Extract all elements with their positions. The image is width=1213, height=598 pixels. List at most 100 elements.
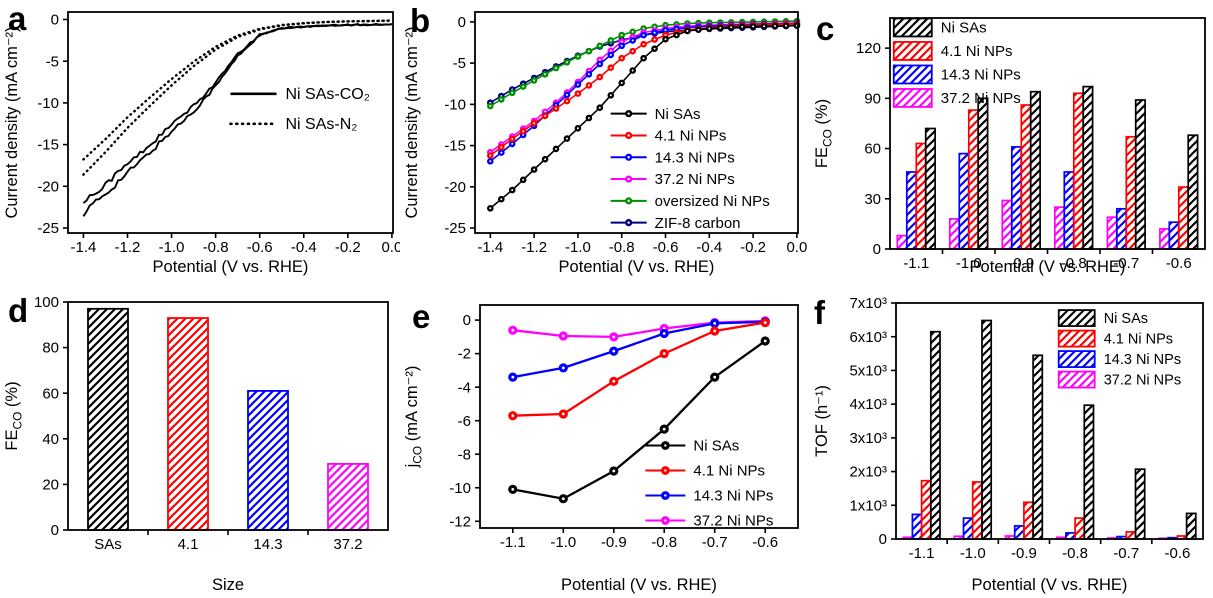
svg-text:Potential (V vs. RHE): Potential (V vs. RHE) [972,576,1128,594]
legend: Ni SAs 4.1 Ni NPs 14.3 Ni NPs 37.2 Ni NPs [1057,309,1181,389]
svg-text:-15: -15 [37,137,59,154]
legend: Ni SAs 4.1 Ni NPs 14.3 Ni NPs 37.2 Ni NPs [892,17,1021,108]
svg-text:-1.0: -1.0 [550,534,576,551]
svg-text:4.1 Ni NPs: 4.1 Ni NPs [941,43,1013,60]
svg-text:FECO (%): FECO (%) [3,381,25,450]
svg-text:-1.1: -1.1 [500,534,526,551]
panel-label-b: b [410,2,431,39]
series [82,19,394,217]
svg-text:14.3 Ni NPs: 14.3 Ni NPs [693,488,773,505]
svg-text:-0.9: -0.9 [1011,545,1037,562]
svg-text:-0.6: -0.6 [247,239,273,256]
panel-c-feco-bar-chart: 0 30 60 90 120 -1.1 -1.0 -0.9 -0.8 -0.7 -0.6 Potent… [813,17,1206,276]
panel-e-jco-chart: 0 -2 -4 -6 -8 -10 -12 -1.1 -1.0 -0.9 -0.8 -0.7 -0.6 P… [403,304,799,594]
svg-text:0: 0 [51,12,59,29]
axes: 0 30 60 90 120 -1.1 -1.0 -0.9 -0.8 -0.7 -0.6 Potent… [813,40,1192,276]
series [896,85,1199,250]
svg-text:-20: -20 [37,178,59,195]
svg-text:-10: -10 [449,480,471,497]
svg-text:-10: -10 [37,95,59,112]
svg-text:2x10³: 2x10³ [849,464,887,481]
svg-text:-10: -10 [444,96,466,113]
svg-text:14.3 Ni NPs: 14.3 Ni NPs [655,149,735,166]
svg-text:FECO (%): FECO (%) [813,99,835,168]
svg-text:4x10³: 4x10³ [849,396,887,413]
svg-text:80: 80 [42,340,59,357]
panel-label-c: c [816,10,835,47]
svg-text:ZIF-8 carbon: ZIF-8 carbon [655,215,741,232]
svg-text:-6: -6 [458,413,471,430]
axes: 0 1x10³ 2x10³ 3x10³ 4x10³ 5x10³ 6x10³ 7x10³ -1.1… [813,295,1190,594]
axes: 0 -2 -4 -6 -8 -10 -12 -1.1 -1.0 -0.9 -0.8 -0.7 -0.6 P… [403,312,778,594]
svg-text:30: 30 [864,191,881,208]
svg-text:-1.2: -1.2 [115,239,141,256]
series [487,17,801,212]
svg-text:-0.6: -0.6 [653,239,679,256]
svg-text:37.2 Ni NPs: 37.2 Ni NPs [693,513,773,530]
svg-text:-1.0: -1.0 [960,545,986,562]
svg-text:-1.4: -1.4 [70,239,96,256]
svg-text:4.1 Ni NPs: 4.1 Ni NPs [1104,332,1173,348]
svg-text:1x10³: 1x10³ [849,497,887,514]
svg-text:-1.1: -1.1 [909,545,935,562]
svg-text:-0.8: -0.8 [609,239,635,256]
svg-text:0.0: 0.0 [786,239,807,256]
svg-text:TOF (h⁻¹): TOF (h⁻¹) [813,385,831,457]
svg-text:oversized Ni NPs: oversized Ni NPs [655,193,770,210]
svg-text:Ni SAs-CO₂: Ni SAs-CO₂ [286,86,370,103]
axes: 0 -5 -10 -15 -20 -25 -1.4 -1.2 -1.0 -0.8 -0.6 -0.4 -… [3,12,400,276]
legend: Ni SAs-CO₂ Ni SAs-N₂ [229,86,370,133]
svg-text:-0.6: -0.6 [1164,545,1190,562]
svg-text:-0.4: -0.4 [291,239,317,256]
svg-text:60: 60 [42,385,59,402]
svg-text:-0.4: -0.4 [696,239,722,256]
svg-text:-5: -5 [453,55,466,72]
panel-b-lsv-chart: 0 -5 -10 -15 -20 -25 -1.4 -1.2 -1.0 -0.8 -0.6 -0.4 -… [403,11,807,276]
axes: 0 20 40 60 80 100 SAs 4.1 14.3 37.2 Size FECO (%) [3,294,363,594]
svg-text:40: 40 [42,431,59,448]
svg-text:37.2 Ni NPs: 37.2 Ni NPs [655,171,735,188]
panel-label-f: f [814,294,825,331]
svg-text:-0.6: -0.6 [1166,255,1192,272]
svg-text:-1.0: -1.0 [956,255,982,272]
svg-text:60: 60 [864,141,881,158]
svg-text:-15: -15 [444,138,466,155]
svg-text:Current density (mA cm⁻²): Current density (mA cm⁻²) [403,26,421,218]
panel-d-feco-size-bar-chart: 0 20 40 60 80 100 SAs 4.1 14.3 37.2 Size FECO (%) [3,294,389,594]
svg-text:-0.9: -0.9 [601,534,627,551]
panel-label-a: a [8,0,27,37]
panel-label-d: d [8,292,29,329]
svg-text:6x10³: 6x10³ [849,329,887,346]
svg-text:-20: -20 [444,179,466,196]
svg-text:0: 0 [458,14,466,31]
svg-text:-1.2: -1.2 [521,239,547,256]
svg-text:0: 0 [879,531,887,548]
svg-text:-0.7: -0.7 [1113,255,1139,272]
legend: Ni SAs 4.1 Ni NPs 14.3 Ni NPs 37.2 Ni NPs ov… [610,106,770,232]
svg-text:-1.0: -1.0 [159,239,185,256]
svg-text:Ni SAs: Ni SAs [1104,311,1148,327]
svg-text:SAs: SAs [94,536,122,553]
svg-text:-0.8: -0.8 [203,239,229,256]
svg-text:Ni SAs: Ni SAs [655,106,701,123]
svg-text:37.2 Ni NPs: 37.2 Ni NPs [1104,373,1181,389]
svg-text:90: 90 [864,90,881,107]
svg-text:-0.7: -0.7 [1113,545,1139,562]
svg-text:-5: -5 [46,53,59,70]
svg-text:14.3: 14.3 [253,536,282,553]
series [87,307,369,531]
svg-text:-0.7: -0.7 [702,534,728,551]
svg-text:Ni SAs: Ni SAs [941,20,987,37]
svg-text:-25: -25 [37,220,59,237]
panel-f-tof-bar-chart: 0 1x10³ 2x10³ 3x10³ 4x10³ 5x10³ 6x10³ 7x10³ -1.1… [813,295,1204,594]
series [902,319,1197,540]
svg-text:-0.8: -0.8 [1061,255,1087,272]
svg-text:0: 0 [51,522,59,539]
svg-text:-0.8: -0.8 [1062,545,1088,562]
svg-text:Ni SAs-N₂: Ni SAs-N₂ [286,116,358,133]
svg-text:5x10³: 5x10³ [849,363,887,380]
legend: Ni SAs 4.1 Ni NPs 14.3 Ni NPs 37.2 Ni NPs [645,438,773,530]
svg-text:-0.6: -0.6 [752,534,778,551]
svg-text:-8: -8 [458,446,471,463]
